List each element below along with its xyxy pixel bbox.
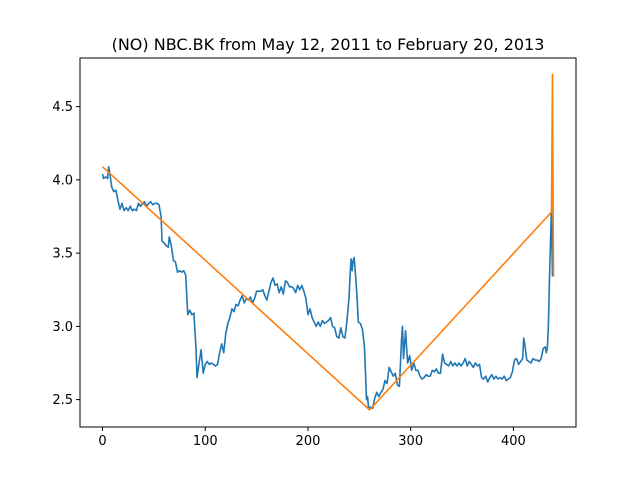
y-tick-label: 3.5 [52, 247, 73, 262]
x-axis: 0 100 200 300 400 [98, 427, 526, 449]
x-tick-label: 200 [296, 434, 321, 449]
y-tick-label: 4.0 [52, 173, 73, 188]
y-tick-label: 3.0 [52, 320, 73, 335]
x-tick-label: 300 [398, 434, 423, 449]
x-tick-label: 100 [193, 434, 218, 449]
series-line-2 [101, 73, 555, 411]
series-layer [101, 73, 555, 411]
x-tick-label: 0 [98, 434, 106, 449]
plot-frame [79, 57, 577, 428]
y-tick-label: 2.5 [52, 393, 73, 408]
series-line-1 [101, 165, 554, 410]
x-tick-label: 400 [501, 434, 526, 449]
y-axis: 2.5 3.0 3.5 4.0 4.5 [52, 100, 80, 408]
y-tick-label: 4.5 [52, 100, 73, 115]
chart-title: (NO) NBC.BK from May 12, 2011 to Februar… [112, 35, 545, 54]
